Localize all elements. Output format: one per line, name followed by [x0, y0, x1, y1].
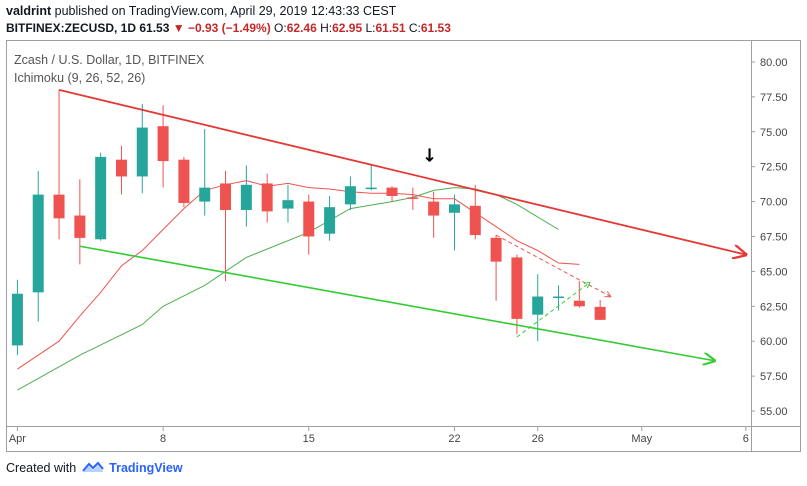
symbol-label: BITFINEX:ZECUSD, 1D — [6, 21, 137, 35]
candle-body — [344, 186, 356, 205]
footer: Created with TradingView — [6, 461, 183, 475]
candle-body — [469, 205, 481, 236]
ohlc-line: BITFINEX:ZECUSD, 1D 61.53 ▼ −0.93 (−1.49… — [6, 21, 451, 35]
chart-title: Zcash / U.S. Dollar, 1D, BITFINEX — [14, 53, 205, 67]
author-name[interactable]: valdrint — [6, 4, 52, 18]
candle-body — [32, 194, 44, 293]
drawings: ↓ — [58, 88, 746, 361]
published-text: published on TradingView.com, April 29, … — [54, 4, 397, 18]
candle-body — [282, 200, 294, 209]
low-label: L: — [365, 21, 376, 35]
tradingview-logo-icon — [81, 461, 104, 472]
high-label: H: — [320, 21, 333, 35]
candle-body — [136, 127, 148, 177]
x-axis: Apr 8 15 22 26 May 6 — [9, 426, 749, 445]
candle-body — [448, 204, 460, 213]
y-axis: 55.00 57.50 60.00 62.50 65.00 67.50 70.00 72.50… — [751, 57, 788, 418]
last-price: 61.53 — [139, 21, 170, 35]
y-tick-label: 80.00 — [760, 57, 788, 69]
candle-body — [115, 159, 127, 177]
open-value: 62.46 — [286, 21, 317, 35]
y-tick-label: 62.50 — [760, 301, 788, 313]
x-tick-label: 6 — [743, 433, 749, 445]
candle-body — [95, 156, 107, 240]
candle-body — [157, 126, 169, 162]
candle-body — [11, 293, 23, 346]
candle-body — [220, 183, 232, 210]
x-tick-label: 8 — [160, 433, 166, 445]
price-change: −0.93 (−1.49%) — [187, 21, 271, 35]
x-tick-label: May — [631, 433, 652, 445]
close-label: C: — [408, 21, 421, 35]
created-with-text: Created with — [6, 461, 77, 475]
x-tick-label: 15 — [303, 433, 315, 445]
x-tick-label: Apr — [9, 433, 26, 445]
y-tick-label: 77.50 — [760, 92, 788, 104]
candle-body — [365, 187, 377, 190]
candle-body — [511, 257, 523, 319]
candle-body — [490, 237, 502, 262]
candle-body — [594, 306, 606, 320]
candles — [11, 89, 606, 356]
y-tick-label: 60.00 — [760, 336, 788, 348]
y-tick-label: 72.50 — [760, 162, 788, 174]
y-tick-label: 55.00 — [760, 406, 788, 418]
close-value: 61.53 — [420, 21, 451, 35]
tenkan-line — [17, 180, 580, 370]
y-tick-label: 75.00 — [760, 127, 788, 139]
wedge-lower-line — [516, 283, 590, 338]
tradingview-brand-link[interactable]: TradingView — [109, 461, 183, 475]
high-value: 62.95 — [332, 21, 363, 35]
candle-body — [199, 187, 211, 202]
resistance-trendline — [58, 88, 746, 255]
indicator-label: Ichimoku (9, 26, 52, 26) — [14, 71, 145, 85]
x-tick-label: 22 — [448, 433, 460, 445]
candle-body — [553, 296, 565, 299]
candle-body — [407, 197, 419, 199]
candle-body — [74, 215, 86, 238]
publish-line: valdrint published on TradingView.com, A… — [6, 4, 396, 18]
y-tick-label: 67.50 — [760, 231, 788, 243]
candle-body — [573, 300, 585, 307]
candle-body — [532, 296, 544, 315]
y-tick-label: 70.00 — [760, 197, 788, 209]
candle-body — [324, 207, 336, 234]
candle-body — [261, 183, 273, 212]
support-trendline — [79, 245, 715, 361]
y-tick-label: 57.50 — [760, 371, 788, 383]
low-value: 61.51 — [375, 21, 406, 35]
x-tick-label: 26 — [532, 433, 544, 445]
candle-body — [178, 159, 190, 203]
open-label: O: — [274, 21, 287, 35]
chart-frame — [6, 40, 801, 452]
candle-body — [428, 201, 440, 216]
candle-body — [386, 187, 398, 196]
wedge-upper-line — [495, 234, 610, 296]
candle-body — [240, 184, 252, 210]
down-arrow-marker-icon: ↓ — [422, 146, 437, 167]
y-tick-label: 65.00 — [760, 266, 788, 278]
candle-body — [303, 201, 315, 237]
candle-body — [53, 194, 65, 219]
change-arrow-icon: ▼ — [172, 21, 185, 35]
